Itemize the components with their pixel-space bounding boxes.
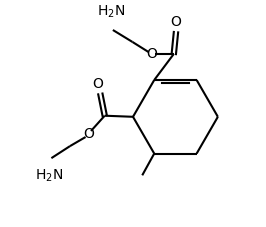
Text: H$_2$N: H$_2$N [97,4,125,20]
Text: O: O [83,127,94,141]
Text: H$_2$N: H$_2$N [35,168,63,184]
Text: O: O [93,77,104,91]
Text: O: O [147,47,157,61]
Text: O: O [171,15,181,29]
